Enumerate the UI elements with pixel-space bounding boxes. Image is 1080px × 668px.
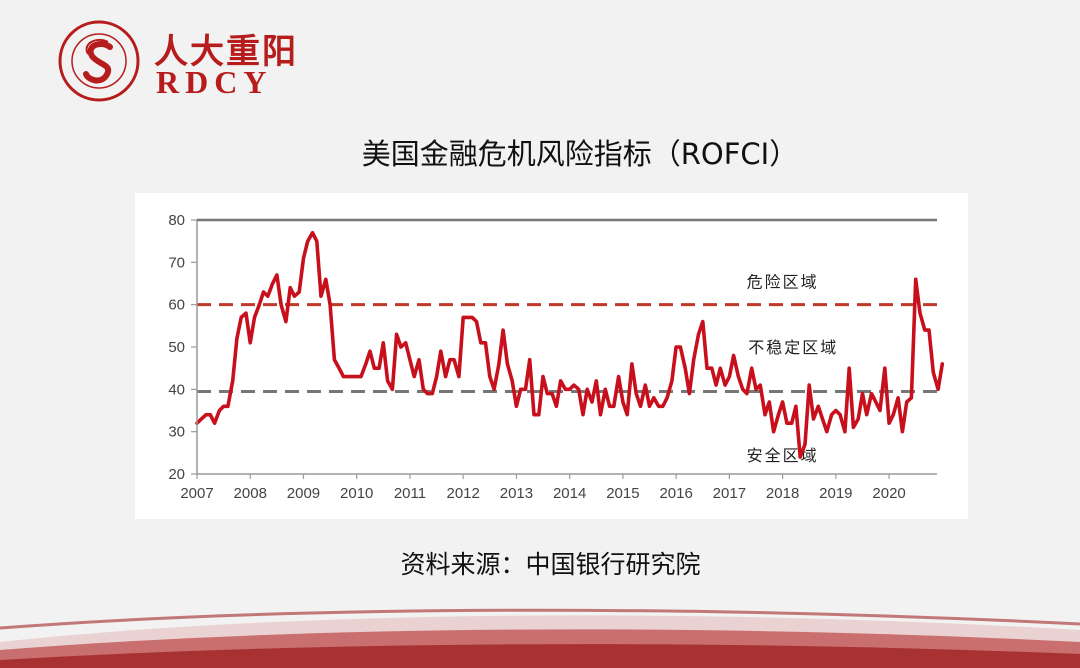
risk-indicator-line-chart: 20 30 40 50 60 70 80 2007 2008 2009 2010 2011 2012 2…: [168, 212, 945, 502]
y-tick-label: 50: [168, 339, 185, 356]
x-tick-label: 2010: [340, 485, 373, 502]
source-note: 资料来源：中国银行研究院: [400, 550, 701, 579]
x-tick-label: 2008: [234, 485, 267, 502]
region-label: 不稳定区域: [748, 338, 838, 357]
logo-chinese-name: 人大重阳: [154, 32, 298, 72]
y-tick-label: 20: [168, 466, 185, 483]
chart-panel: 20 30 40 50 60 70 80 2007 2008 2009 2010 2011 2012 2…: [135, 193, 968, 519]
x-tick-label: 2013: [500, 485, 533, 502]
rofci-series-line: [195, 230, 945, 459]
y-tick-label: 40: [168, 381, 185, 398]
x-tick-label: 2014: [553, 485, 586, 502]
x-tick-label: 2016: [659, 485, 692, 502]
logo-english-name: RDCY: [156, 64, 273, 100]
x-tick-label: 2019: [819, 485, 852, 502]
x-tick-label: 2007: [180, 485, 213, 502]
region-label: 危险区域: [747, 272, 819, 291]
footer-wave-decoration: [0, 608, 1080, 668]
y-tick-label: 70: [168, 254, 185, 271]
x-tick-label: 2017: [713, 485, 746, 502]
y-tick-label: 80: [168, 212, 185, 229]
x-tick-label: 2015: [606, 485, 639, 502]
y-tick-label: 30: [168, 424, 185, 441]
logo: 人大重阳 RDCY: [58, 20, 330, 102]
rdcy-emblem-icon: [58, 20, 140, 102]
region-label: 安全区域: [747, 446, 819, 465]
x-tick-label: 2012: [446, 485, 479, 502]
x-tick-label: 2020: [872, 485, 905, 502]
y-tick-label: 60: [168, 297, 185, 314]
x-tick-label: 2009: [287, 485, 320, 502]
slide-title: 美国金融危机风险指标（ROFCI）: [361, 137, 799, 171]
x-tick-label: 2011: [394, 485, 426, 502]
x-tick-label: 2018: [766, 485, 799, 502]
